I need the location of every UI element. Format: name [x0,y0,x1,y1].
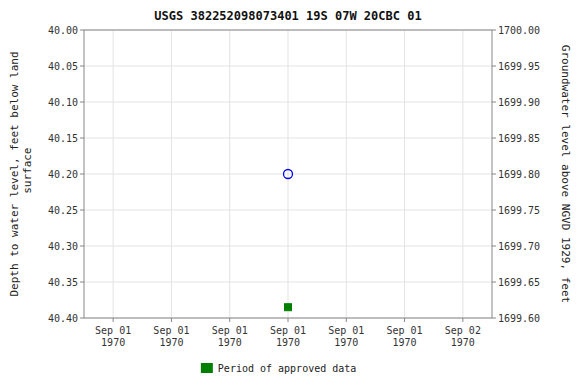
y-axis-title: Depth to water level, feet below land su… [8,51,34,296]
x-tick [113,318,114,322]
y-tick-label: 40.15 [48,133,78,144]
y-tick-label: 40.30 [48,241,78,252]
x-tick [404,318,405,322]
x-tick-label-line: 1970 [218,337,242,348]
y-tick [80,102,84,103]
point-open-circle [284,170,293,179]
x-tick-label: Sep 011970 [95,325,131,348]
y2-tick-label: 1699.80 [498,169,540,180]
x-tick [171,318,172,322]
y2-tick [492,282,496,283]
x-tick-label-line: 1970 [334,337,358,348]
y-tick-label: 40.10 [48,97,78,108]
y2-tick [492,138,496,139]
x-tick-label-line: Sep 01 [270,325,306,336]
legend-label: Period of approved data [218,363,356,374]
x-tick-label-line: 1970 [276,337,300,348]
y-tick [80,246,84,247]
y-tick [80,66,84,67]
y2-tick [492,318,496,319]
x-axis: Sep 011970Sep 011970Sep 011970Sep 011970… [95,318,481,348]
grid-line-y [84,138,492,139]
x-tick-label: Sep 011970 [212,325,248,348]
y2-axis: 1700.00 1699.95 1699.90 1699.85 1699.80 1699.… [492,25,572,324]
x-tick-label-line: 1970 [101,337,125,348]
x-tick-label-line: 1970 [159,337,183,348]
x-tick-label-line: 1970 [393,337,417,348]
x-tick-label: Sep 011970 [153,325,189,348]
y-tick-label: 40.35 [48,277,78,288]
y2-tick-label: 1699.85 [498,133,540,144]
x-tick-label-line: 1970 [451,337,475,348]
y-tick [80,174,84,175]
x-tick-label-line: Sep 02 [445,325,481,336]
series [284,170,293,179]
y2-tick-label: 1699.65 [498,277,540,288]
point-square [285,304,292,311]
plot-frame [84,30,492,318]
y2-tick [492,102,496,103]
y2-tick-label: 1699.90 [498,97,540,108]
x-tick-label-line: Sep 01 [153,325,189,336]
marks [284,170,293,311]
y-tick [80,282,84,283]
grid-line-y [84,174,492,175]
title: USGS 382252098073401 19S 07W 20CBC 01 [154,9,421,23]
y-tick-label: 40.00 [48,25,78,36]
y2-axis-title-line: Groundwater level above NGVD 1929, feet [559,45,572,303]
y2-tick-label: 1699.95 [498,61,540,72]
grid-line-y [84,210,492,211]
y-axis-title-line: surface [21,148,34,201]
y2-tick [492,66,496,67]
x-tick-label: Sep 021970 [445,325,481,348]
grid-line-y [84,282,492,283]
x-tick-label-line: Sep 01 [328,325,364,336]
y-tick [80,30,84,31]
x-tick-label: Sep 011970 [270,325,306,348]
grid-line-y [84,66,492,67]
legend-swatch [201,363,213,373]
x-tick [288,318,289,322]
y-tick [80,318,84,319]
y2-tick [492,210,496,211]
y2-tick-label: 1699.60 [498,313,540,324]
series [285,304,292,311]
y-tick-label: 40.20 [48,169,78,180]
chart: Sep 011970Sep 011970Sep 011970Sep 011970… [0,0,576,384]
y2-tick [492,30,496,31]
y2-tick [492,246,496,247]
y2-tick-label: 1700.00 [498,25,540,36]
y-axis-title-line: Depth to water level, feet below land [8,51,21,296]
grid-line-y [84,102,492,103]
x-tick [346,318,347,322]
x-tick [229,318,230,322]
grid [84,30,492,318]
y-tick-label: 40.25 [48,205,78,216]
y2-tick [492,174,496,175]
grid-line-y [84,246,492,247]
x-tick-label-line: Sep 01 [387,325,423,336]
y-tick-label: 40.05 [48,61,78,72]
y-tick [80,138,84,139]
x-tick-label-line: Sep 01 [95,325,131,336]
x-tick-label: Sep 011970 [328,325,364,348]
y-tick-label: 40.40 [48,313,78,324]
y2-tick-label: 1699.75 [498,205,540,216]
y-axis: 40.00 40.05 40.10 40.15 40.20 40.25 40.30 40.35… [8,25,84,324]
x-tick-label-line: Sep 01 [212,325,248,336]
legend: Period of approved data [201,363,356,374]
y-tick [80,210,84,211]
y2-tick-label: 1699.70 [498,241,540,252]
y2-axis-title: Groundwater level above NGVD 1929, feet [559,45,572,303]
x-tick-label: Sep 011970 [387,325,423,348]
x-tick [462,318,463,322]
